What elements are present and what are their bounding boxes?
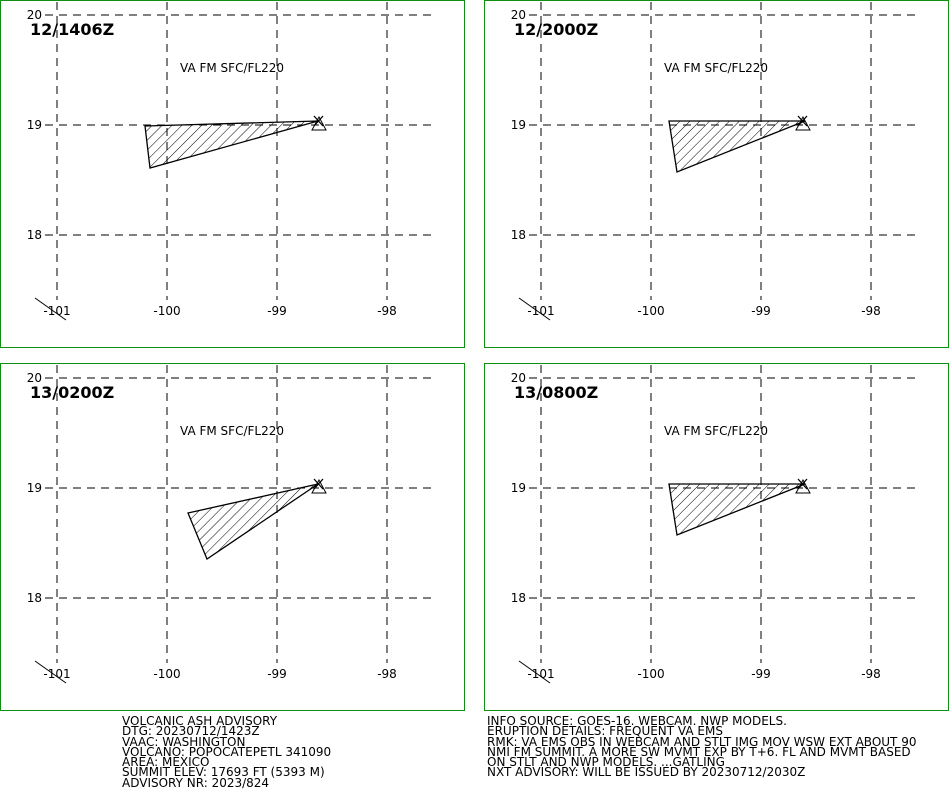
level-label: VA FM SFC/FL220 bbox=[664, 61, 768, 75]
lat-label: 19 bbox=[27, 481, 42, 495]
ash-area bbox=[668, 483, 806, 536]
ash-area bbox=[144, 120, 319, 169]
map-panel: -101 -100 -99 -98 20 19 18 13/0200Z VA FM SFC/FL… bbox=[0, 363, 465, 711]
north-line bbox=[518, 297, 551, 321]
map-panel: -101 -100 -99 -98 20 19 18 12/1406Z VA FM SFC/FL… bbox=[0, 0, 465, 348]
advisory-line: INFO SOURCE: GOES-16. WEBCAM. NWP MODELS… bbox=[487, 714, 787, 728]
lat-label: 20 bbox=[27, 8, 42, 22]
advisory-line: NMI FM SUMMIT. A MORE SW MVMT EXP BY T+6… bbox=[487, 744, 911, 759]
advisory-line: VAAC: WASHINGTON bbox=[122, 734, 246, 749]
advisory-line: SUMMIT ELEV: 17693 FT (5393 M) bbox=[122, 765, 325, 780]
panel-border bbox=[0, 0, 465, 348]
advisory-line: VOLCANO: POPOCATEPETL 341090 bbox=[122, 744, 332, 759]
advisory-left: VOLCANIC ASH ADVISORY DTG: 20230712/1423Z… bbox=[122, 714, 332, 790]
north-line bbox=[34, 660, 67, 684]
forecast-time: 12/1406Z bbox=[30, 20, 114, 39]
volcano-x bbox=[797, 115, 808, 127]
lon-label: -101 bbox=[527, 667, 554, 681]
advisory-line: AREA: MEXICO bbox=[122, 755, 210, 770]
forecast-time: 13/0200Z bbox=[30, 383, 114, 402]
lat-label: 20 bbox=[27, 371, 42, 385]
north-line bbox=[518, 660, 551, 684]
lat-label: 20 bbox=[511, 8, 526, 22]
advisory-line: NXT ADVISORY: WILL BE ISSUED BY 20230712… bbox=[487, 765, 806, 780]
lon-label: -101 bbox=[43, 667, 70, 681]
lon-label: -99 bbox=[267, 667, 287, 681]
lat-label: 18 bbox=[511, 591, 526, 605]
lon-label: -100 bbox=[637, 304, 664, 318]
advisory-line: DTG: 20230712/1423Z bbox=[122, 724, 260, 739]
forecast-time: 12/2000Z bbox=[514, 20, 598, 39]
level-label: VA FM SFC/FL220 bbox=[180, 61, 284, 75]
advisory-line: VOLCANIC ASH ADVISORY bbox=[122, 714, 278, 728]
map-panel: -101 -100 -99 -98 20 19 18 13/0800Z VA FM SFC/FL… bbox=[484, 363, 949, 711]
ash-area bbox=[187, 483, 319, 560]
lat-label: 18 bbox=[27, 591, 42, 605]
lat-label: 18 bbox=[27, 228, 42, 242]
ash-area bbox=[668, 120, 806, 173]
advisory-line: RMK: VA EMS OBS IN WEBCAM AND STLT IMG M… bbox=[487, 734, 917, 749]
volcano-x bbox=[313, 478, 324, 490]
lat-label: 19 bbox=[511, 481, 526, 495]
advisory-line: ERUPTION DETAILS: FREQUENT VA EMS bbox=[487, 724, 723, 739]
advisory-line: ADVISORY NR: 2023/824 bbox=[122, 775, 270, 790]
lon-label: -100 bbox=[153, 304, 180, 318]
forecast-time: 13/0800Z bbox=[514, 383, 598, 402]
advisory-line: ON STLT AND NWP MODELS. ...GATLING bbox=[487, 755, 725, 770]
advisory-right: INFO SOURCE: GOES-16. WEBCAM. NWP MODELS… bbox=[487, 714, 917, 780]
lat-label: 19 bbox=[511, 118, 526, 132]
north-line bbox=[34, 297, 67, 321]
lat-label: 18 bbox=[511, 228, 526, 242]
volcano-x bbox=[797, 478, 808, 490]
lon-label: -98 bbox=[861, 667, 881, 681]
lon-label: -99 bbox=[751, 667, 771, 681]
panel-border bbox=[484, 0, 949, 348]
lon-label: -101 bbox=[527, 304, 554, 318]
lat-label: 19 bbox=[27, 118, 42, 132]
lon-label: -98 bbox=[861, 304, 881, 318]
lon-label: -99 bbox=[751, 304, 771, 318]
map-panel: -101 -100 -99 -98 20 19 18 12/2000Z VA FM SFC/FL… bbox=[484, 0, 949, 348]
map-panels: -101 -100 -99 -98 20 19 18 12/1406Z VA FM SFC/FL… bbox=[0, 0, 949, 711]
panel-border bbox=[484, 363, 949, 711]
volcano-x bbox=[313, 115, 324, 127]
level-label: VA FM SFC/FL220 bbox=[180, 424, 284, 438]
lon-label: -98 bbox=[377, 304, 397, 318]
lat-label: 20 bbox=[511, 371, 526, 385]
lon-label: -100 bbox=[637, 667, 664, 681]
level-label: VA FM SFC/FL220 bbox=[664, 424, 768, 438]
lon-label: -100 bbox=[153, 667, 180, 681]
lon-label: -101 bbox=[43, 304, 70, 318]
lon-label: -98 bbox=[377, 667, 397, 681]
lon-label: -99 bbox=[267, 304, 287, 318]
